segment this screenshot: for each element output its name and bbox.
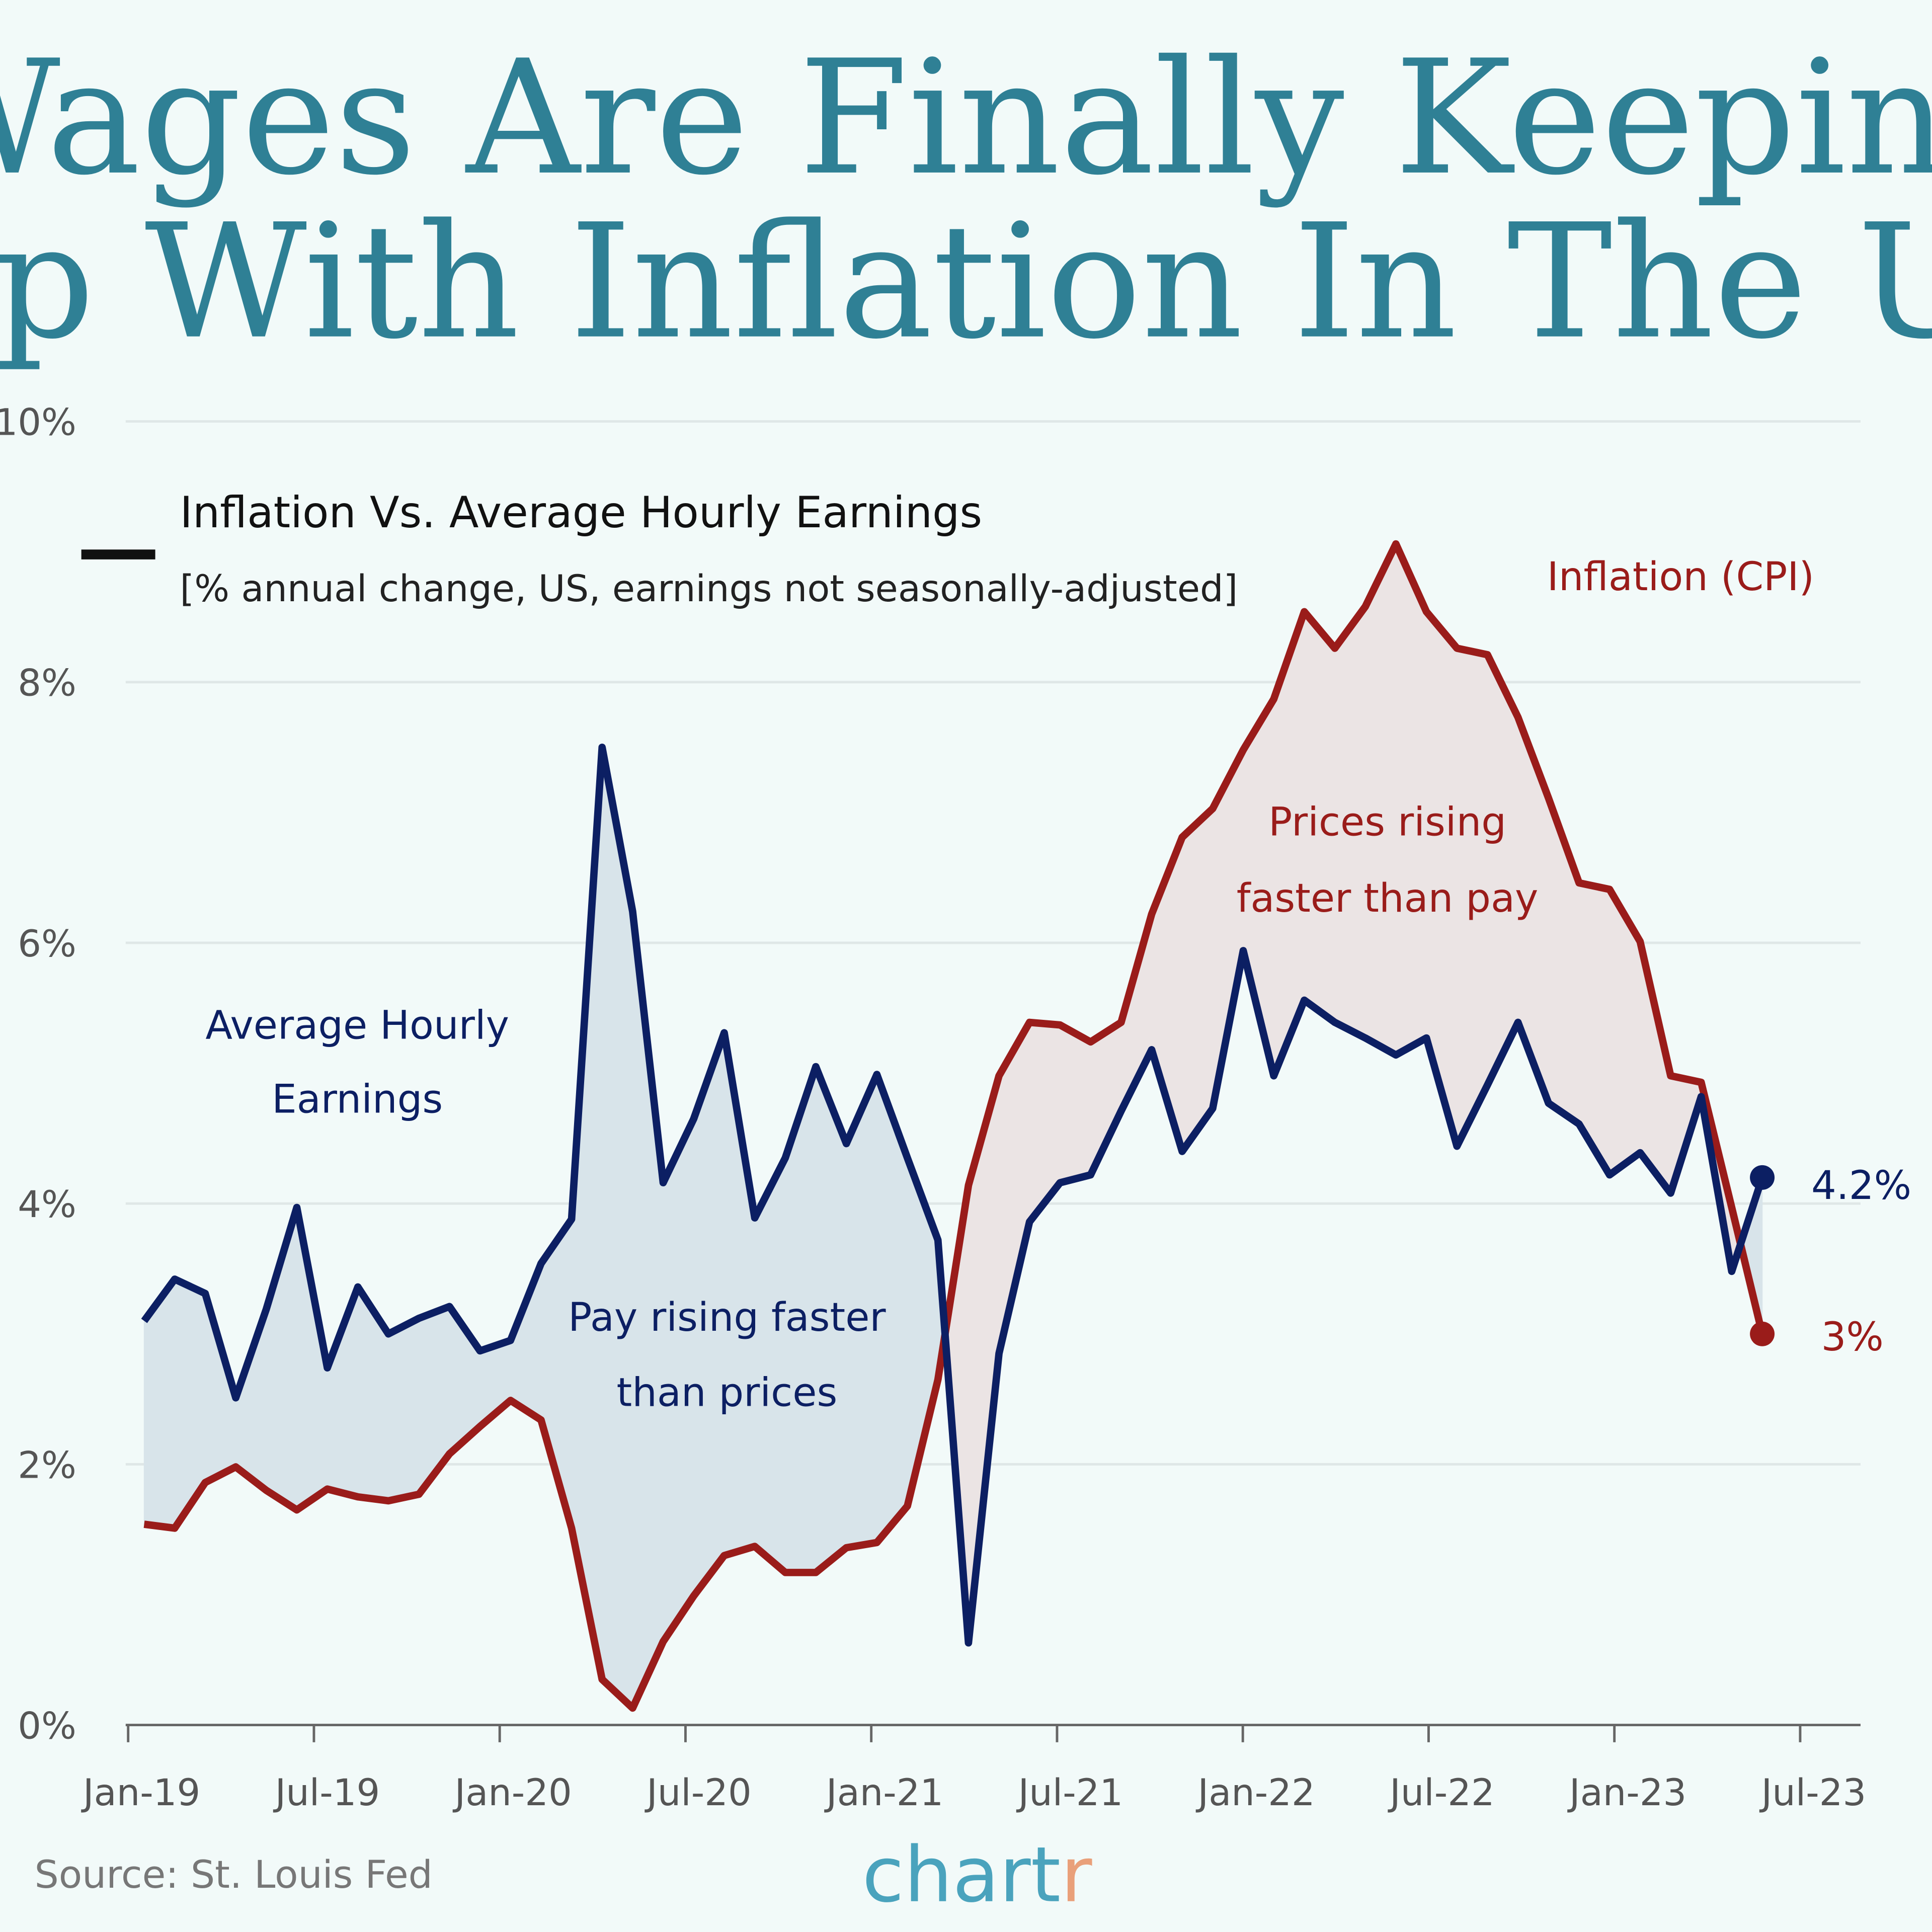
earnings-end-point <box>1750 1165 1775 1190</box>
x-tick-label: Jul-23 <box>1759 1772 1867 1814</box>
legend: Inflation Vs. Average Hourly Earnings [%… <box>81 488 1238 610</box>
area-fill-segment <box>1181 808 1214 1153</box>
x-tick-label: Jul-20 <box>645 1772 752 1814</box>
prices-faster-1: Prices rising <box>1268 799 1506 845</box>
legend-title: Inflation Vs. Average Hourly Earnings <box>180 488 983 538</box>
logo-main: chart <box>862 1830 1061 1919</box>
area-fill-segment <box>1487 655 1518 1085</box>
x-tick-label: Jan-20 <box>453 1772 572 1814</box>
x-tick-label: Jul-21 <box>1016 1772 1123 1814</box>
y-tick-label: 6% <box>18 923 76 965</box>
x-tick-label: Jan-21 <box>824 1772 943 1814</box>
area-fills <box>143 543 1763 1709</box>
earnings-label-2: Earnings <box>272 1076 443 1122</box>
area-fill-segment <box>1060 1024 1091 1183</box>
inflation-end-label: 3% <box>1821 1314 1884 1360</box>
area-fill-segment <box>388 1317 420 1501</box>
y-tick-label: 2% <box>18 1444 76 1487</box>
x-axis: Jan-19 Jul-19 Jan-20 Jul-20 Jan-21 Jul-21 Jan-… <box>81 1724 1867 1814</box>
y-tick-label: 10% <box>0 401 76 444</box>
source-note: Source: St. Louis Fed <box>35 1853 433 1897</box>
x-tick-label: Jul-19 <box>273 1772 380 1814</box>
logo-accent: r <box>1061 1830 1092 1919</box>
y-tick-label: 0% <box>18 1705 76 1748</box>
y-tick-label: 8% <box>18 662 76 705</box>
series-lines <box>141 540 1775 1712</box>
annotations: Average Hourly Earnings Pay rising faste… <box>205 554 1911 1415</box>
x-tick-label: Jul-22 <box>1388 1772 1495 1814</box>
inflation-line <box>143 540 1766 1712</box>
inflation-label: Inflation (CPI) <box>1547 554 1814 600</box>
title-line-1: Wages Are Finally Keeping <box>0 26 1932 210</box>
earnings-label-1: Average Hourly <box>205 1002 509 1048</box>
chartr-logo: chartr <box>862 1830 1092 1919</box>
earnings-end-label: 4.2% <box>1811 1163 1911 1209</box>
x-tick-label: Jan-22 <box>1196 1772 1315 1814</box>
area-fill-segment <box>754 1158 786 1574</box>
x-tick-label: Jan-23 <box>1567 1772 1686 1814</box>
pay-faster-1: Pay rising faster <box>568 1295 886 1340</box>
title-line-2: Up With Inflation In The US <box>0 190 1932 374</box>
y-axis: 0% 2% 4% 6% 8% 10% <box>0 401 76 1747</box>
pay-faster-2: than prices <box>616 1370 837 1415</box>
page-title: Wages Are Finally Keeping Up With Inflat… <box>0 26 1932 374</box>
earnings-line <box>141 743 1766 1647</box>
inflation-end-point <box>1750 1321 1775 1346</box>
y-tick-label: 4% <box>18 1183 76 1226</box>
prices-faster-2: faster than pay <box>1237 875 1539 921</box>
legend-subtitle: [% annual change, US, earnings not seaso… <box>180 568 1238 610</box>
x-tick-label: Jan-19 <box>81 1772 200 1814</box>
